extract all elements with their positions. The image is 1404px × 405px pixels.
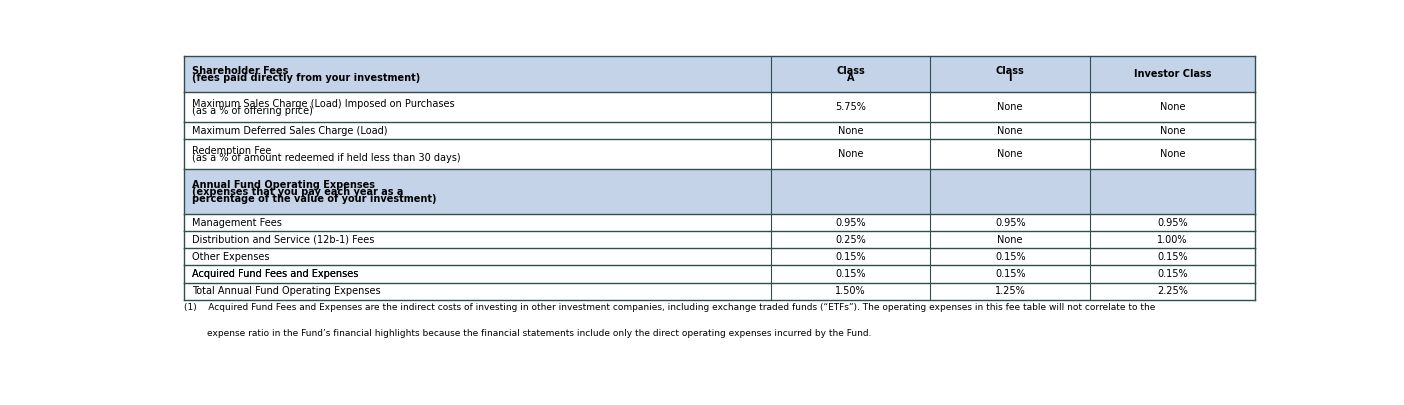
Text: Class: Class bbox=[837, 66, 865, 76]
Text: Redemption Fee: Redemption Fee bbox=[192, 146, 271, 156]
Text: percentage of the value of your investment): percentage of the value of your investme… bbox=[192, 194, 437, 204]
Bar bbox=[184, 139, 1255, 169]
Text: I: I bbox=[1008, 73, 1012, 83]
Bar bbox=[184, 56, 1255, 92]
Bar bbox=[184, 92, 1255, 122]
Text: 2.25%: 2.25% bbox=[1157, 286, 1188, 296]
Text: (as a % of amount redeemed if held less than 30 days): (as a % of amount redeemed if held less … bbox=[192, 153, 461, 163]
Text: None: None bbox=[997, 234, 1024, 245]
Text: None: None bbox=[997, 102, 1024, 112]
Text: 0.15%: 0.15% bbox=[995, 269, 1025, 279]
Bar bbox=[184, 265, 1255, 283]
Text: (1)    Acquired Fund Fees and Expenses are the indirect costs of investing in ot: (1) Acquired Fund Fees and Expenses are … bbox=[184, 303, 1155, 312]
Bar bbox=[184, 283, 1255, 300]
Text: A: A bbox=[847, 73, 855, 83]
Text: Maximum Deferred Sales Charge (Load): Maximum Deferred Sales Charge (Load) bbox=[192, 126, 388, 136]
Text: Distribution and Service (12b-1) Fees: Distribution and Service (12b-1) Fees bbox=[192, 234, 375, 245]
Text: None: None bbox=[1160, 149, 1185, 160]
Text: 1.00%: 1.00% bbox=[1157, 234, 1188, 245]
Text: Annual Fund Operating Expenses: Annual Fund Operating Expenses bbox=[192, 180, 375, 190]
Bar bbox=[184, 169, 1255, 214]
Text: 0.25%: 0.25% bbox=[835, 234, 866, 245]
Text: Management Fees: Management Fees bbox=[192, 217, 282, 228]
Text: Total Annual Fund Operating Expenses: Total Annual Fund Operating Expenses bbox=[192, 286, 380, 296]
Text: expense ratio in the Fund’s financial highlights because the financial statement: expense ratio in the Fund’s financial hi… bbox=[184, 329, 872, 338]
Text: None: None bbox=[1160, 102, 1185, 112]
Text: None: None bbox=[997, 126, 1024, 136]
Text: 0.15%: 0.15% bbox=[1157, 252, 1188, 262]
Text: Class: Class bbox=[995, 66, 1025, 76]
Text: (expenses that you pay each year as a: (expenses that you pay each year as a bbox=[192, 187, 403, 197]
Text: None: None bbox=[997, 149, 1024, 160]
Bar bbox=[184, 248, 1255, 265]
Text: Acquired Fund Fees and Expenses: Acquired Fund Fees and Expenses bbox=[192, 269, 358, 279]
Text: Other Expenses: Other Expenses bbox=[192, 252, 270, 262]
Text: 0.15%: 0.15% bbox=[995, 252, 1025, 262]
Text: 1.50%: 1.50% bbox=[835, 286, 866, 296]
Text: 0.15%: 0.15% bbox=[835, 269, 866, 279]
Text: 0.15%: 0.15% bbox=[1157, 269, 1188, 279]
Text: (as a % of offering price): (as a % of offering price) bbox=[192, 106, 313, 116]
Text: 0.95%: 0.95% bbox=[995, 217, 1025, 228]
Text: Acquired Fund Fees and Expenses: Acquired Fund Fees and Expenses bbox=[192, 269, 358, 279]
Text: 5.75%: 5.75% bbox=[835, 102, 866, 112]
Text: None: None bbox=[1160, 126, 1185, 136]
Text: None: None bbox=[838, 126, 863, 136]
Text: Shareholder Fees: Shareholder Fees bbox=[192, 66, 288, 76]
Text: 0.95%: 0.95% bbox=[835, 217, 866, 228]
Text: 1.25%: 1.25% bbox=[995, 286, 1025, 296]
Bar bbox=[184, 214, 1255, 231]
Text: Investor Class: Investor Class bbox=[1133, 69, 1212, 79]
Text: None: None bbox=[838, 149, 863, 160]
Text: 0.15%: 0.15% bbox=[835, 252, 866, 262]
Bar bbox=[184, 231, 1255, 248]
Bar bbox=[184, 122, 1255, 139]
Text: Maximum Sales Charge (Load) Imposed on Purchases: Maximum Sales Charge (Load) Imposed on P… bbox=[192, 99, 455, 109]
Text: 0.95%: 0.95% bbox=[1157, 217, 1188, 228]
Text: (fees paid directly from your investment): (fees paid directly from your investment… bbox=[192, 73, 420, 83]
